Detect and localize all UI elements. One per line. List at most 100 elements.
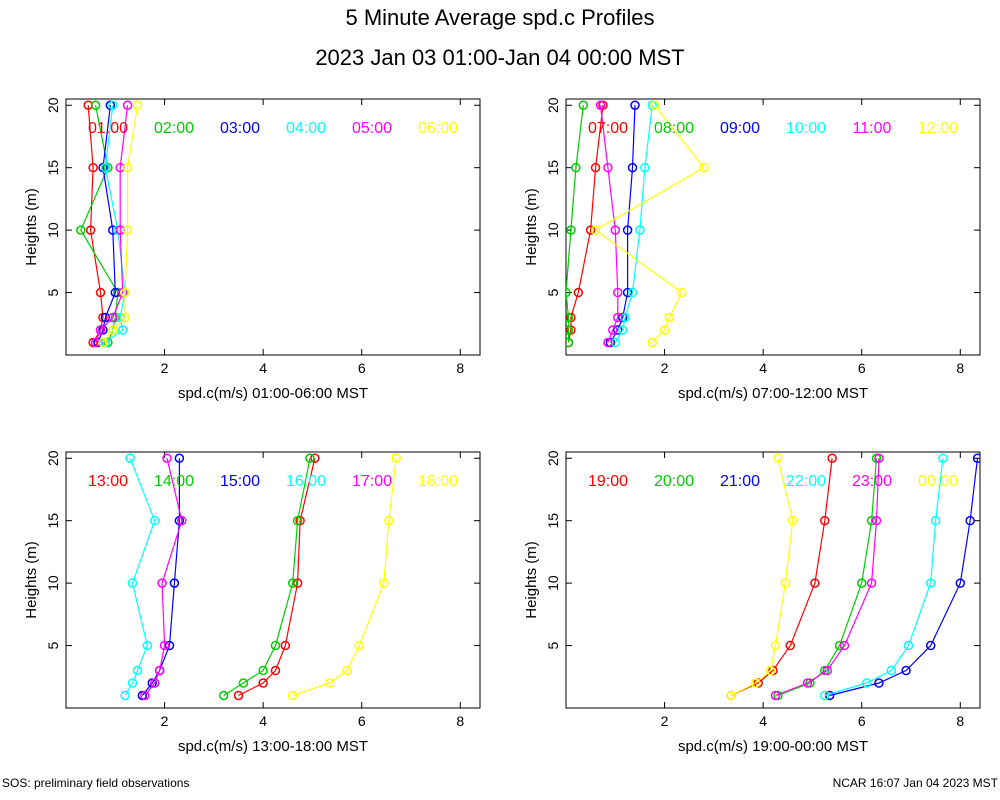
legend-entry: 04:00 [286,120,326,137]
data-point [164,640,175,651]
data-point [379,578,389,588]
data-point [95,287,106,298]
data-point [142,640,153,651]
data-point [122,225,133,235]
x-axis-label: spd.c(m/s) 13:00-18:00 MST [178,738,368,755]
data-point [630,100,640,110]
data-point [177,515,187,526]
data-point [770,690,781,701]
data-point [287,578,298,588]
data-point [258,665,268,676]
legend-entry: 23:00 [852,473,892,490]
data-point [85,225,96,235]
data-point [270,665,281,676]
legend-entry: 12:00 [918,120,958,137]
y-tick-label: 10 [545,222,561,238]
data-point [154,665,165,676]
data-point [120,690,130,701]
data-point [834,640,845,651]
plot-panel-3: 2 4 6 8 5 10 15 20 spd.c(m/s) 13:00-18:00 MST Hei… [23,450,481,755]
data-point [590,225,601,235]
data-point [120,287,130,298]
series-line-1200 [594,104,705,343]
data-point [132,100,143,110]
data-point [649,100,660,110]
data-point [955,578,966,588]
data-point [664,312,675,323]
footer-timestamp: NCAR 16:07 Jan 04 2023 MST [832,776,998,790]
data-point [391,453,401,463]
data-point [871,515,882,526]
series-line-0400 [104,105,126,343]
y-tick-label: 20 [45,450,61,466]
data-point [169,578,180,588]
y-tick-label: 20 [545,97,561,113]
x-tick-label: 6 [358,360,366,376]
data-point [603,162,613,173]
data-point [622,287,633,298]
y-tick-label: 15 [545,160,561,176]
y-tick-label: 20 [545,450,561,466]
data-point [886,665,897,676]
data-point [578,100,588,110]
legend-entry: 19:00 [588,473,628,490]
y-axis-label: Heights (m) [23,541,40,619]
x-axis-label: spd.c(m/s) 07:00-12:00 MST [678,385,868,402]
data-point [613,287,623,298]
data-point [874,453,884,463]
data-point [785,640,795,651]
legend-entry: 11:00 [853,120,892,137]
series-line-1100 [599,105,619,343]
y-tick-label: 10 [45,222,61,238]
x-tick-label: 8 [956,360,964,376]
series-area [566,100,709,348]
chart-title: 5 Minute Average spd.c Profiles [345,5,655,30]
legend-entry: 17:00 [352,473,392,490]
data-point [292,515,303,526]
data-point [726,690,736,701]
data-point [238,678,249,688]
data-point [787,515,798,526]
data-point [566,337,574,348]
series-line-0800 [566,105,584,343]
data-point [566,325,574,335]
data-point [287,690,298,701]
data-point [861,678,872,688]
data-point [159,640,170,651]
legend-entry: 01:00 [88,120,128,137]
data-point [174,453,185,463]
footer-note: SOS: preliminary field observations [2,776,190,790]
data-point [647,337,657,348]
plot-panel-2: 2 4 6 8 5 10 15 20 spd.c(m/s) 07:00-12:00 MST Hei… [523,97,981,402]
data-point [820,515,830,526]
data-point [127,678,138,688]
data-point [218,690,229,701]
data-point [770,640,781,651]
data-point [108,312,118,323]
data-point [117,325,128,335]
legend-entry: 20:00 [654,473,694,490]
legend-entry: 22:00 [786,473,826,490]
legend-entry: 07:00 [588,120,628,137]
data-point [608,325,618,335]
legend-entry: 03:00 [220,120,260,137]
data-point [384,515,394,526]
legend-entry: 15:00 [220,473,260,490]
data-point [603,337,613,348]
data-point [125,453,135,463]
legend-entry: 06:00 [418,120,458,137]
legend-entry: 14:00 [154,473,194,490]
x-tick-label: 4 [759,713,767,729]
data-point [233,690,244,701]
y-tick-label: 10 [45,575,61,591]
data-point [874,678,884,688]
series-line-2000 [777,458,878,697]
data-point [122,100,133,110]
legend-entry: 16:00 [286,473,326,490]
series-line-1700 [144,458,183,696]
data-point [162,453,172,463]
legend-entry: 21:00 [720,473,760,490]
series-area [120,453,401,701]
data-point [573,287,584,298]
data-point [98,337,108,348]
